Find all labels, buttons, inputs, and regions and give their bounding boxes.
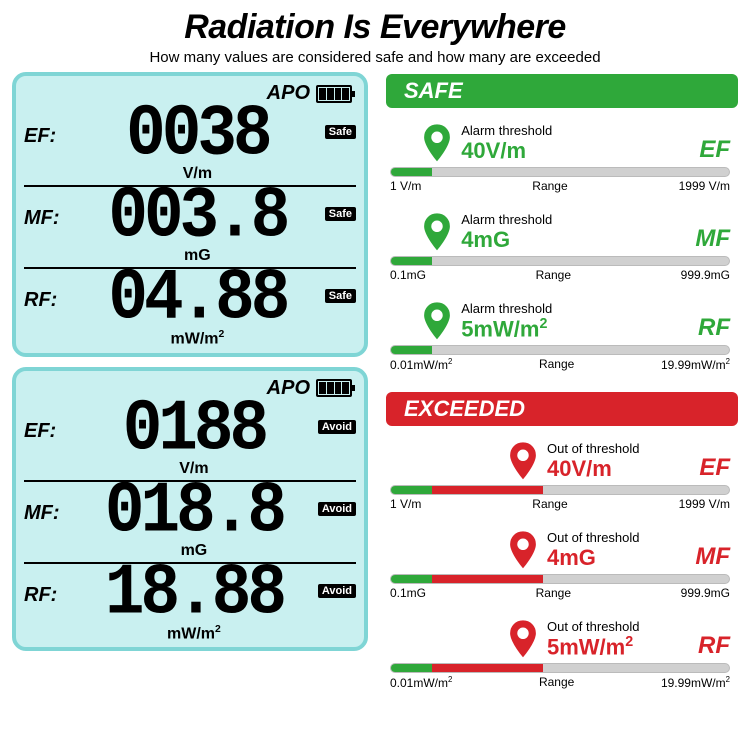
range-bar-labels: 1 V/m Range 1999 V/m (390, 179, 730, 193)
threshold-value: 40V/m (547, 456, 693, 482)
threshold-label: Alarm threshold (461, 123, 693, 138)
range-max: 1999 V/m (679, 179, 730, 193)
measure-type: MF (695, 225, 730, 253)
location-pin-icon (419, 122, 455, 164)
status-tag: Safe (325, 125, 356, 139)
measure-digits: 018.8 (105, 481, 283, 543)
lcd-panel: APO EF: 0188 V/m Avoid MF: 018.8 mG Avoi… (12, 367, 368, 652)
location-pin-icon (419, 300, 455, 342)
status-tag: Safe (325, 289, 356, 303)
status-tag: Avoid (318, 420, 356, 434)
range-mid: Range (539, 357, 574, 372)
range-max: 19.99mW/m2 (661, 357, 730, 372)
battery-icon (316, 379, 352, 397)
measure-label: EF: (24, 107, 70, 148)
exceeded-badge: EXCEEDED (386, 392, 738, 426)
range-row: Out of threshold 4mG MF 0.1mG Range 999.… (382, 529, 738, 600)
range-min: 0.01mW/m2 (390, 675, 452, 690)
range-row: Alarm threshold 40V/m EF 1 V/m Range 199… (382, 122, 738, 193)
range-mid: Range (539, 675, 574, 690)
threshold-value: 5mW/m2 (547, 634, 692, 660)
measure-type: RF (698, 632, 730, 660)
range-row: Alarm threshold 5mW/m2 RF 0.01mW/m2 Rang… (382, 300, 738, 372)
location-pin-icon (419, 211, 455, 253)
range-mid: Range (532, 179, 567, 193)
range-mid: Range (532, 497, 567, 511)
range-min: 0.01mW/m2 (390, 357, 452, 372)
measure-type: RF (698, 314, 730, 342)
threshold-value: 40V/m (461, 138, 693, 164)
measure-type: EF (699, 136, 730, 164)
location-pin-icon (505, 618, 541, 660)
lcd-row: RF: 04.88 mW/m2 Safe (24, 269, 356, 350)
range-row: Out of threshold 40V/m EF 1 V/m Range 19… (382, 440, 738, 511)
range-bar (390, 663, 730, 673)
range-bar (390, 574, 730, 584)
range-max: 1999 V/m (679, 497, 730, 511)
measure-digits: 18.88 (105, 563, 283, 625)
measure-label: RF: (24, 271, 70, 312)
range-bar-labels: 0.01mW/m2 Range 19.99mW/m2 (390, 675, 730, 690)
range-min: 0.1mG (390, 586, 426, 600)
safe-badge: SAFE (386, 74, 738, 108)
measure-type: EF (699, 454, 730, 482)
lcd-panel: APO EF: 0038 V/m Safe MF: 003.8 mG Safe … (12, 72, 368, 357)
threshold-label: Out of threshold (547, 619, 692, 634)
measure-label: RF: (24, 566, 70, 607)
range-bar-labels: 0.1mG Range 999.9mG (390, 268, 730, 282)
measure-label: EF: (24, 402, 70, 443)
header: Radiation Is Everywhere How many values … (0, 0, 750, 72)
lcd-column: APO EF: 0038 V/m Safe MF: 003.8 mG Safe … (12, 72, 368, 700)
apo-label: APO (267, 377, 310, 400)
range-bar-labels: 0.01mW/m2 Range 19.99mW/m2 (390, 357, 730, 372)
range-bar (390, 256, 730, 266)
range-bar (390, 167, 730, 177)
range-mid: Range (536, 586, 571, 600)
range-bar-labels: 0.1mG Range 999.9mG (390, 586, 730, 600)
range-max: 19.99mW/m2 (661, 675, 730, 690)
page-subtitle: How many values are considered safe and … (0, 49, 750, 66)
location-pin-icon (505, 440, 541, 482)
threshold-value: 4mG (461, 227, 689, 253)
range-bar-labels: 1 V/m Range 1999 V/m (390, 497, 730, 511)
ranges-column: SAFE Alarm threshold 40V/m EF 1 V/m Rang… (382, 72, 738, 700)
measure-label: MF: (24, 484, 70, 525)
measure-digits: 0038 (126, 104, 268, 166)
range-min: 1 V/m (390, 179, 421, 193)
measure-type: MF (695, 543, 730, 571)
status-tag: Safe (325, 207, 356, 221)
threshold-label: Alarm threshold (461, 301, 692, 316)
apo-label: APO (267, 82, 310, 105)
measure-label: MF: (24, 189, 70, 230)
range-bar (390, 485, 730, 495)
range-max: 999.9mG (681, 586, 730, 600)
location-pin-icon (505, 529, 541, 571)
measure-digits: 003.8 (108, 186, 286, 248)
measure-digits: 04.88 (108, 268, 286, 330)
threshold-label: Out of threshold (547, 530, 689, 545)
range-min: 1 V/m (390, 497, 421, 511)
range-min: 0.1mG (390, 268, 426, 282)
threshold-label: Alarm threshold (461, 212, 689, 227)
lcd-row: RF: 18.88 mW/m2 Avoid (24, 564, 356, 645)
range-row: Out of threshold 5mW/m2 RF 0.01mW/m2 Ran… (382, 618, 738, 690)
range-max: 999.9mG (681, 268, 730, 282)
measure-digits: 0188 (123, 399, 265, 461)
threshold-label: Out of threshold (547, 441, 693, 456)
threshold-value: 4mG (547, 545, 689, 571)
range-bar (390, 345, 730, 355)
battery-icon (316, 85, 352, 103)
status-tag: Avoid (318, 502, 356, 516)
page-title: Radiation Is Everywhere (0, 8, 750, 47)
threshold-value: 5mW/m2 (461, 316, 692, 342)
range-mid: Range (536, 268, 571, 282)
status-tag: Avoid (318, 584, 356, 598)
range-row: Alarm threshold 4mG MF 0.1mG Range 999.9… (382, 211, 738, 282)
